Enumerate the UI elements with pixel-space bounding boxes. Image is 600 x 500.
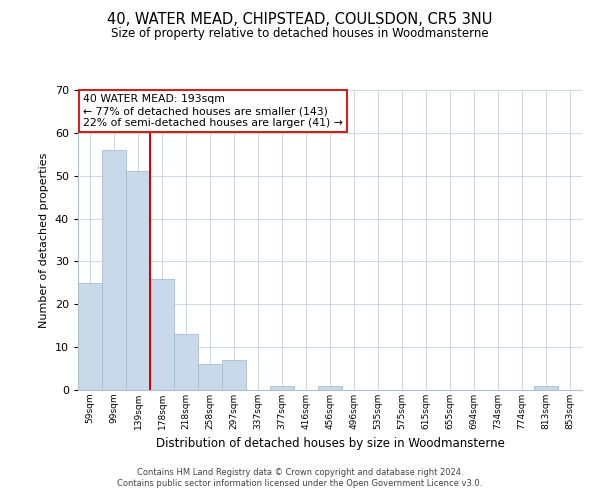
Bar bbox=[534, 386, 558, 390]
Bar bbox=[198, 364, 222, 390]
Text: Contains HM Land Registry data © Crown copyright and database right 2024.
Contai: Contains HM Land Registry data © Crown c… bbox=[118, 468, 482, 487]
Bar bbox=[174, 334, 198, 390]
Bar bbox=[150, 278, 174, 390]
X-axis label: Distribution of detached houses by size in Woodmansterne: Distribution of detached houses by size … bbox=[155, 438, 505, 450]
Text: Size of property relative to detached houses in Woodmansterne: Size of property relative to detached ho… bbox=[111, 28, 489, 40]
Bar bbox=[78, 283, 102, 390]
Bar bbox=[102, 150, 126, 390]
Bar bbox=[318, 386, 342, 390]
Bar bbox=[126, 172, 150, 390]
Bar bbox=[222, 360, 246, 390]
Y-axis label: Number of detached properties: Number of detached properties bbox=[39, 152, 49, 328]
Bar bbox=[270, 386, 294, 390]
Text: 40, WATER MEAD, CHIPSTEAD, COULSDON, CR5 3NU: 40, WATER MEAD, CHIPSTEAD, COULSDON, CR5… bbox=[107, 12, 493, 28]
Text: 40 WATER MEAD: 193sqm
← 77% of detached houses are smaller (143)
22% of semi-det: 40 WATER MEAD: 193sqm ← 77% of detached … bbox=[83, 94, 343, 128]
